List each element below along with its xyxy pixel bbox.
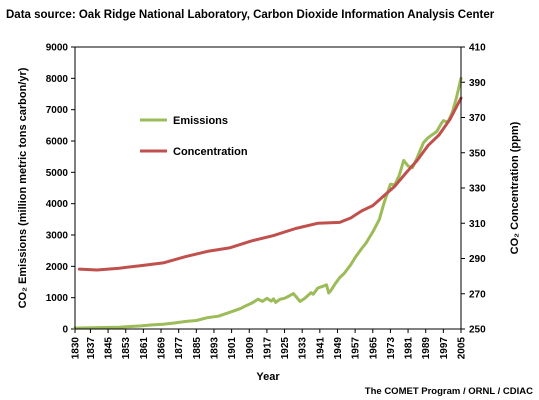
left-tick-label: 4000: [46, 199, 69, 210]
x-tick-label: 1869: [157, 337, 168, 360]
x-tick-label: 1885: [192, 337, 203, 360]
right-tick-label: 330: [469, 184, 486, 195]
left-y-axis-title: CO₂ Emissions (million metric tons carbo…: [17, 67, 29, 308]
left-tick-label: 7000: [46, 105, 69, 116]
right-tick-label: 370: [469, 113, 486, 124]
x-tick-label: 1997: [439, 337, 450, 360]
x-axis-ticks: 1830 1837 1845 1853 1861 1869 1877 1885 1893 1901…: [71, 329, 468, 359]
right-tick-label: 310: [469, 219, 486, 230]
x-tick-label: 1845: [104, 337, 115, 360]
left-tick-label: 1000: [46, 293, 69, 304]
right-y-axis-title: CO₂ Concentration (ppm): [509, 121, 521, 254]
x-tick-label: 1933: [298, 337, 309, 360]
credit-line: The COMET Program / ORNL / CDIAC: [364, 386, 533, 397]
x-tick-label: 1981: [404, 337, 415, 360]
x-tick-label: 1973: [386, 337, 397, 360]
series-line-emissions: [73, 76, 463, 330]
x-tick-label: 1917: [262, 337, 273, 360]
x-tick-label: 1853: [121, 337, 132, 360]
series-layer: [73, 76, 463, 330]
right-tick-label: 410: [469, 43, 486, 54]
right-tick-label: 250: [469, 325, 486, 336]
left-axis-ticks: 0 1000 2000 3000 4000 5000 6000 7000 8000 9000: [46, 43, 75, 336]
x-tick-label: 1909: [245, 337, 256, 360]
left-tick-label: 9000: [46, 43, 69, 54]
x-tick-label: 1830: [71, 337, 82, 360]
x-tick-label: 2005: [457, 337, 468, 360]
right-tick-label: 390: [469, 78, 486, 89]
left-tick-label: 5000: [46, 168, 69, 179]
x-tick-label: 1949: [333, 337, 344, 360]
x-tick-label: 1925: [280, 337, 291, 360]
x-tick-label: 1965: [368, 337, 379, 360]
right-tick-label: 350: [469, 148, 486, 159]
x-tick-label: 1861: [139, 337, 150, 360]
left-tick-label: 8000: [46, 74, 69, 85]
x-tick-label: 1893: [209, 337, 220, 360]
x-tick-label: 1877: [174, 337, 185, 360]
left-tick-label: 0: [62, 325, 68, 336]
legend-label-emissions: Emissions: [173, 115, 228, 127]
x-axis-title: Year: [256, 371, 280, 383]
x-tick-label: 1989: [421, 337, 432, 360]
right-axis-ticks: 250 270 290 310 330 350 370 390 410: [461, 43, 486, 336]
legend-label-concentration: Concentration: [173, 146, 248, 158]
right-tick-label: 290: [469, 254, 486, 265]
x-tick-label: 1941: [315, 337, 326, 360]
right-tick-label: 270: [469, 289, 486, 300]
x-tick-label: 1901: [227, 337, 238, 360]
x-tick-label: 1957: [351, 337, 362, 360]
left-tick-label: 3000: [46, 231, 69, 242]
x-tick-label: 1837: [86, 337, 97, 360]
left-tick-label: 2000: [46, 262, 69, 273]
data-source-title: Data source: Oak Ridge National Laborato…: [6, 9, 495, 21]
series-line-concentration: [77, 96, 463, 272]
legend: Emissions Concentration: [140, 115, 248, 158]
plot-frame: [74, 46, 462, 330]
left-tick-label: 6000: [46, 137, 69, 148]
